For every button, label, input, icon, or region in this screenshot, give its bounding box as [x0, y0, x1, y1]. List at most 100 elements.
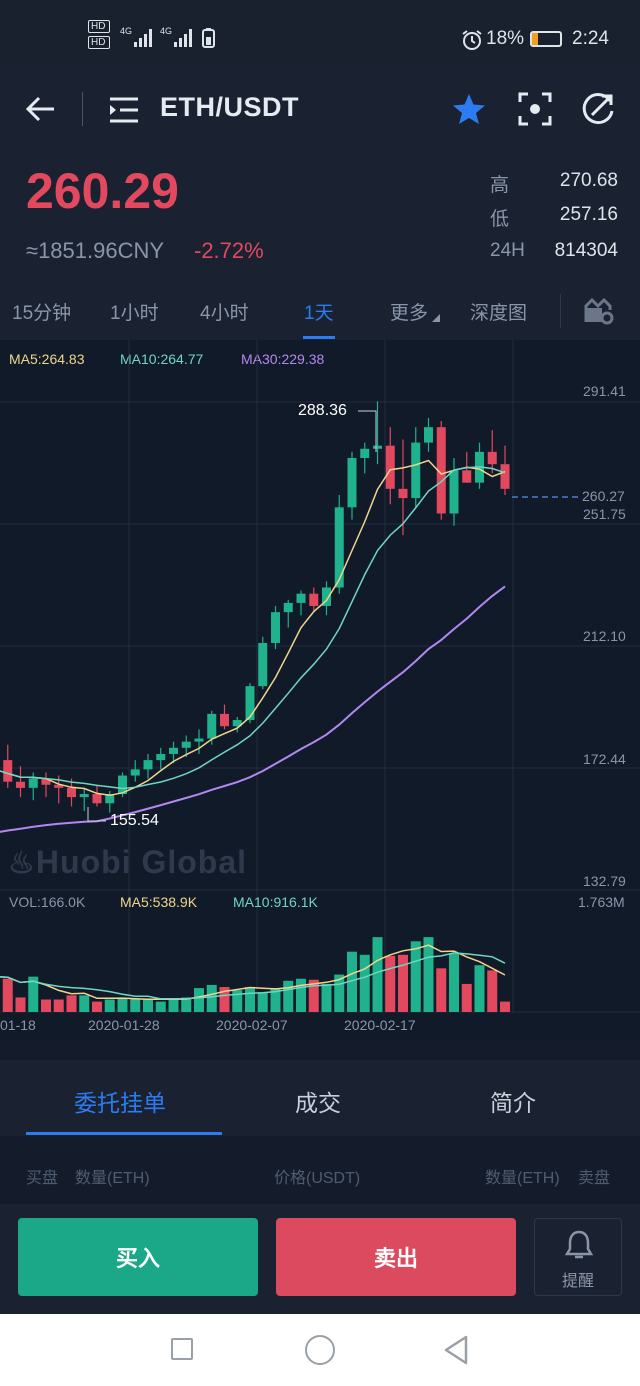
candle-body	[322, 587, 331, 606]
candle-body	[169, 747, 178, 754]
tab-1d[interactable]: 1天	[304, 303, 334, 324]
candle-body	[194, 738, 204, 742]
chart-canvas	[0, 340, 640, 1013]
candle-body	[130, 769, 140, 776]
volume-bar	[385, 955, 396, 1012]
volume-ma10-line	[0, 952, 506, 1000]
volume-bar	[92, 1001, 102, 1012]
tab-order-book[interactable]: 委托挂单	[74, 1090, 166, 1116]
system-nav-bar	[0, 1314, 640, 1386]
candle	[169, 741, 178, 764]
clock: 2:24	[572, 28, 609, 49]
volume-bar	[334, 974, 345, 1012]
volume-bar	[296, 978, 306, 1012]
tab-intro[interactable]: 简介	[490, 1090, 536, 1116]
volume-bar	[206, 984, 217, 1012]
candle	[398, 439, 408, 536]
volume-bar	[66, 995, 77, 1012]
alert-button[interactable]: 提醒	[534, 1218, 622, 1296]
candle-body	[67, 787, 76, 798]
ask-label: 卖盘	[578, 1170, 611, 1187]
volume-bar	[270, 988, 281, 1012]
candle-body	[220, 713, 229, 727]
candle-body	[424, 427, 433, 443]
back-arrow-icon[interactable]	[24, 94, 58, 124]
favorite-star-icon[interactable]	[451, 92, 487, 126]
bid-qty-label: 数量(ETH)	[75, 1170, 150, 1187]
volume-bar	[130, 998, 141, 1012]
more-caret-icon	[432, 314, 440, 322]
low-label: 低	[490, 209, 510, 230]
candle-body	[398, 488, 408, 499]
high-label: 高	[490, 175, 510, 196]
x-tick-label: 2020-01-28	[88, 1017, 160, 1033]
sell-button[interactable]: 卖出	[276, 1218, 516, 1296]
hd-indicators: HD HD	[88, 20, 110, 49]
share-icon[interactable]	[580, 91, 616, 127]
candle	[67, 778, 76, 807]
header: ETH/USDT	[0, 66, 640, 154]
volume-bar	[15, 997, 26, 1012]
candle	[475, 442, 484, 489]
volume-24h-value: 814304	[554, 240, 618, 261]
candle	[16, 766, 25, 798]
candle-body	[156, 753, 166, 761]
volume-ma5-line	[0, 944, 506, 1001]
chart-settings-icon[interactable]	[584, 296, 614, 326]
tab-depth[interactable]: 深度图	[470, 303, 528, 324]
candle-body	[3, 760, 13, 782]
cny-price: ≈1851.96CNY	[26, 238, 165, 263]
high-marker-label: 288.36	[298, 402, 347, 419]
candle-body	[411, 442, 421, 499]
x-tick-label: 01-18	[0, 1017, 36, 1033]
vol-label: VOL:166.0K	[9, 894, 86, 910]
volume-bar	[347, 951, 357, 1012]
vol-max-label: 1.763M	[578, 894, 625, 910]
screenshot-icon[interactable]	[518, 92, 552, 126]
tab-1h[interactable]: 1小时	[110, 303, 159, 324]
buy-button[interactable]: 买入	[18, 1218, 258, 1296]
vol-ma5-label: MA5:538.9K	[120, 894, 198, 910]
tab-trades[interactable]: 成交	[295, 1090, 341, 1116]
price-col-label: 价格(USDT)	[274, 1170, 361, 1187]
candle-body	[118, 775, 127, 795]
tab-15m[interactable]: 15分钟	[12, 303, 72, 324]
candle	[41, 772, 51, 798]
candle-body	[347, 458, 357, 508]
candle	[500, 445, 510, 495]
pair-title[interactable]: ETH/USDT	[160, 92, 299, 122]
candle	[143, 753, 153, 779]
volume-bar	[500, 1001, 510, 1012]
volume-bar	[53, 999, 64, 1012]
home-icon[interactable]	[305, 1335, 335, 1365]
candle	[258, 636, 268, 690]
volume-bar	[232, 990, 243, 1012]
y-tick-label: 132.79	[583, 873, 626, 889]
info-tabs: 委托挂单 成交 简介	[0, 1060, 640, 1136]
kline-chart[interactable]: MA5:264.83 MA10:264.77 MA30:229.38 291	[0, 340, 640, 1040]
candle-body	[143, 760, 153, 770]
recent-apps-icon[interactable]	[171, 1338, 193, 1360]
volume-bar	[257, 992, 268, 1012]
candle-body	[28, 778, 38, 788]
candle-body	[258, 642, 268, 687]
candle-body	[283, 602, 293, 613]
y-tick-label: 291.41	[583, 383, 626, 399]
back-nav-icon[interactable]	[442, 1334, 470, 1366]
volume-bar	[143, 998, 153, 1012]
candle-body	[207, 713, 217, 739]
market-list-icon[interactable]	[108, 96, 140, 124]
signal-icon-1	[134, 29, 152, 47]
volume-bar	[28, 976, 39, 1012]
huobi-flame-icon: ♨	[8, 847, 36, 880]
vol-ma10-label: MA10:916.1K	[233, 894, 318, 910]
volume-bar	[474, 965, 485, 1012]
volume-bar	[104, 999, 115, 1012]
ma5-line	[0, 459, 506, 797]
tab-more[interactable]: 更多	[390, 303, 429, 324]
candle	[436, 421, 446, 520]
candle-body	[462, 470, 472, 483]
volume-bar	[410, 941, 421, 1012]
tab-4h[interactable]: 4小时	[200, 303, 249, 324]
high-value: 270.68	[559, 170, 618, 191]
